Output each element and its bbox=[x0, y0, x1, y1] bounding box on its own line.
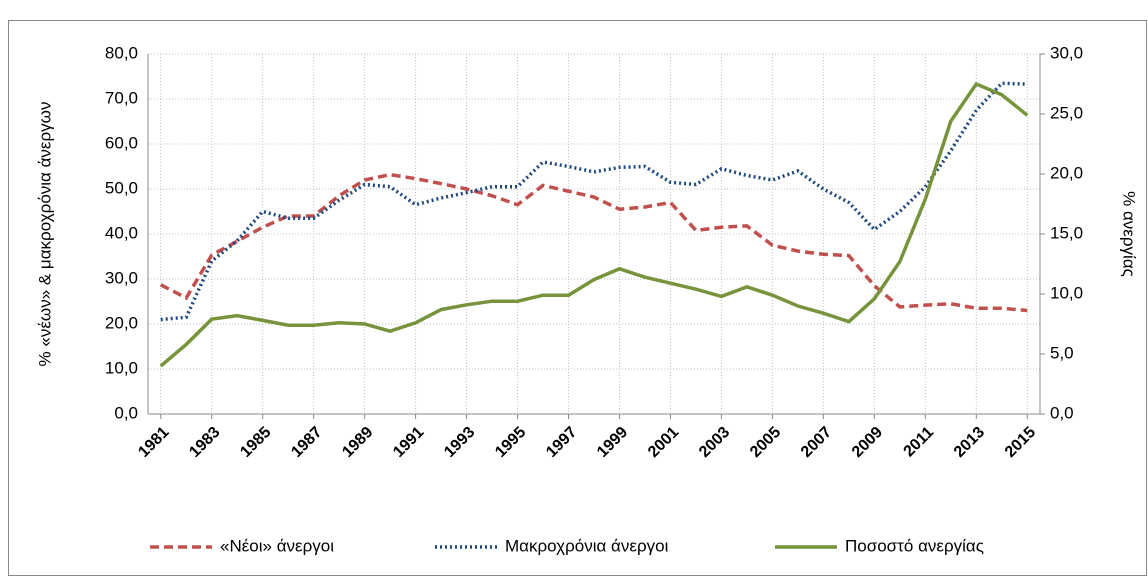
legend-label: Μακροχρόνια άνεργοι bbox=[505, 536, 669, 555]
y2-tick-label: 0,0 bbox=[1050, 403, 1074, 422]
y-tick-label: 70,0 bbox=[105, 88, 138, 107]
y2-tick-label: 10,0 bbox=[1050, 283, 1083, 302]
y2-axis-title: % ανεργίας bbox=[1120, 191, 1139, 277]
y-axis-title: % «νέων» & μακροχρόνια άνεργων bbox=[35, 102, 54, 367]
y2-tick-label: 30,0 bbox=[1050, 43, 1083, 62]
y-tick-label: 20,0 bbox=[105, 313, 138, 332]
y2-tick-label: 25,0 bbox=[1050, 103, 1083, 122]
y-tick-label: 60,0 bbox=[105, 133, 138, 152]
y-tick-label: 0,0 bbox=[114, 403, 138, 422]
y-tick-label: 50,0 bbox=[105, 178, 138, 197]
legend-label: Ποσοστό ανεργίας bbox=[845, 536, 984, 555]
y2-tick-label: 15,0 bbox=[1050, 223, 1083, 242]
y-tick-label: 30,0 bbox=[105, 268, 138, 287]
series-line bbox=[159, 172, 1028, 313]
y2-tick-label: 20,0 bbox=[1050, 163, 1083, 182]
y-tick-label: 40,0 bbox=[105, 223, 138, 242]
y-tick-label: 80,0 bbox=[105, 43, 138, 62]
legend-label: «Νέοι» άνεργοι bbox=[220, 536, 334, 555]
y-tick-label: 10,0 bbox=[105, 358, 138, 377]
series-line bbox=[159, 81, 1029, 368]
y2-tick-label: 5,0 bbox=[1050, 343, 1074, 362]
